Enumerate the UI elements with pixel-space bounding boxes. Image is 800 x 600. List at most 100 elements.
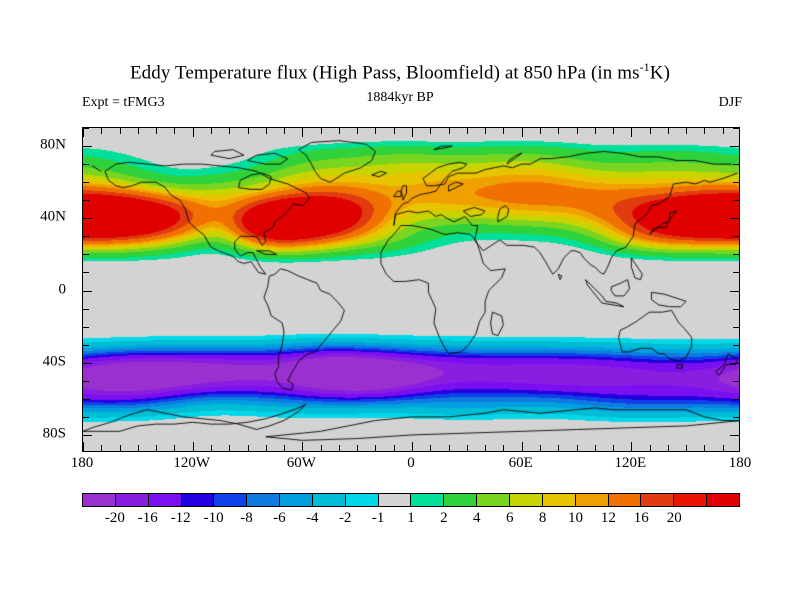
x-axis-tick [539, 445, 541, 451]
x-axis-tick [667, 128, 669, 134]
coastline-overlay [83, 128, 739, 451]
x-axis-tick [503, 445, 505, 451]
x-axis-tick [722, 445, 724, 451]
colorbar-segment [312, 494, 346, 506]
colorbar-labels: -20 -16 -12 -10 -8 -6 -4 -2 -1 1 2 4 6 8 10 12 16 20 [0, 510, 800, 532]
x-axis-tick-label: 0 [407, 455, 415, 471]
colorbar-segment [608, 494, 642, 506]
y-axis-tick [83, 218, 92, 220]
x-axis-tick-label: 60W [286, 455, 316, 471]
x-axis-tick [485, 128, 487, 134]
x-axis-tick [83, 442, 84, 451]
season-label: DJF [718, 95, 742, 110]
colorbar-segment [148, 494, 182, 506]
x-axis-tick-label: 60E [508, 455, 533, 471]
map-plot-area [82, 127, 740, 452]
colorbar-segment [378, 494, 412, 506]
y-axis-tick [733, 128, 739, 129]
x-axis-tick [466, 128, 468, 134]
x-axis-tick [375, 445, 377, 451]
colorbar-segment [83, 494, 116, 506]
y-axis-tick [733, 182, 739, 184]
y-axis-tick [83, 398, 89, 400]
x-axis-tick [576, 445, 578, 451]
y-axis-tick [83, 272, 89, 274]
y-axis-tick [733, 398, 739, 400]
title-tail: K) [649, 62, 671, 84]
y-axis-tick [83, 326, 89, 328]
x-axis-tick [265, 445, 267, 451]
colorbar-tick-label: 4 [473, 510, 481, 526]
x-axis-tick [686, 445, 688, 451]
y-axis-tick [733, 308, 739, 310]
y-axis-tick [83, 290, 92, 292]
y-axis-tick [733, 164, 739, 166]
y-axis-tick [83, 236, 89, 238]
colorbar-segment [411, 494, 445, 506]
x-axis-tick-label: 120W [173, 455, 210, 471]
x-axis-tick [485, 445, 487, 451]
y-axis-tick-label: 80S [42, 425, 66, 442]
x-axis-tick [594, 445, 596, 451]
colorbar-segment [214, 494, 248, 506]
y-axis-tick [83, 380, 89, 382]
x-axis-tick [503, 128, 505, 134]
y-axis-tick-label: 40N [40, 208, 66, 225]
y-axis-tick [733, 344, 739, 346]
x-axis-tick [704, 445, 706, 451]
x-axis-tick [338, 445, 340, 451]
x-axis-tick [137, 445, 139, 451]
colorbar-segment [542, 494, 576, 506]
x-axis-tick [137, 128, 139, 134]
subtitle-row: Expt = tFMG3 1884kyr BP DJF [0, 90, 800, 115]
x-axis-tick [156, 445, 158, 451]
colorbar [82, 493, 740, 507]
y-axis-tick [83, 344, 89, 346]
x-axis-tick [83, 128, 84, 137]
x-axis-tick [357, 128, 359, 134]
colorbar-tick-label: 12 [600, 510, 616, 526]
x-axis-tick [613, 128, 615, 134]
x-axis-tick [247, 128, 249, 134]
x-axis-tick [558, 445, 560, 451]
x-axis-tick [521, 128, 523, 137]
y-axis-tick [83, 308, 89, 310]
title-main: Eddy Temperature flux (High Pass, Bloomf… [129, 62, 640, 84]
x-axis-tick [174, 128, 176, 134]
x-axis-tick [631, 442, 633, 451]
colorbar-tick-label: 10 [568, 510, 583, 526]
x-axis-labels: 180 120W 60W 0 60E 120E 180 [0, 455, 800, 477]
colorbar-segment [345, 494, 379, 506]
colorbar-tick-label: -10 [203, 510, 224, 526]
x-axis-tick [357, 445, 359, 451]
colorbar-tick-label: -20 [104, 510, 125, 526]
page-title: Eddy Temperature flux (High Pass, Bloomf… [0, 60, 800, 84]
x-axis-tick-label: 180 [70, 455, 94, 471]
x-axis-tick [539, 128, 541, 134]
colorbar-tick-label: 1 [407, 510, 415, 526]
x-axis-tick [210, 128, 212, 134]
x-axis-tick [412, 128, 413, 137]
x-axis-tick [229, 445, 231, 451]
x-axis-tick [448, 445, 450, 451]
x-axis-tick [302, 128, 304, 137]
colorbar-tick-label: -2 [338, 510, 352, 526]
x-axis-tick [338, 128, 340, 134]
x-axis-tick [576, 128, 578, 134]
colorbar-segment [181, 494, 215, 506]
y-axis-tick [83, 164, 89, 166]
colorbar-segment [444, 494, 478, 506]
x-axis-tick [119, 128, 121, 134]
x-axis-tick [686, 128, 688, 134]
y-axis-tick [83, 254, 89, 256]
x-axis-tick [320, 128, 322, 134]
x-axis-tick [265, 128, 267, 134]
x-axis-tick-label: 180 [728, 455, 752, 471]
colorbar-tick-label: 6 [505, 510, 514, 526]
x-axis-tick [613, 445, 615, 451]
y-axis-tick [83, 416, 89, 418]
colorbar-tick-label: -8 [240, 510, 253, 526]
colorbar-tick-label: -1 [371, 510, 385, 526]
colorbar-tick-label: -6 [273, 510, 286, 526]
x-axis-tick [412, 442, 413, 451]
